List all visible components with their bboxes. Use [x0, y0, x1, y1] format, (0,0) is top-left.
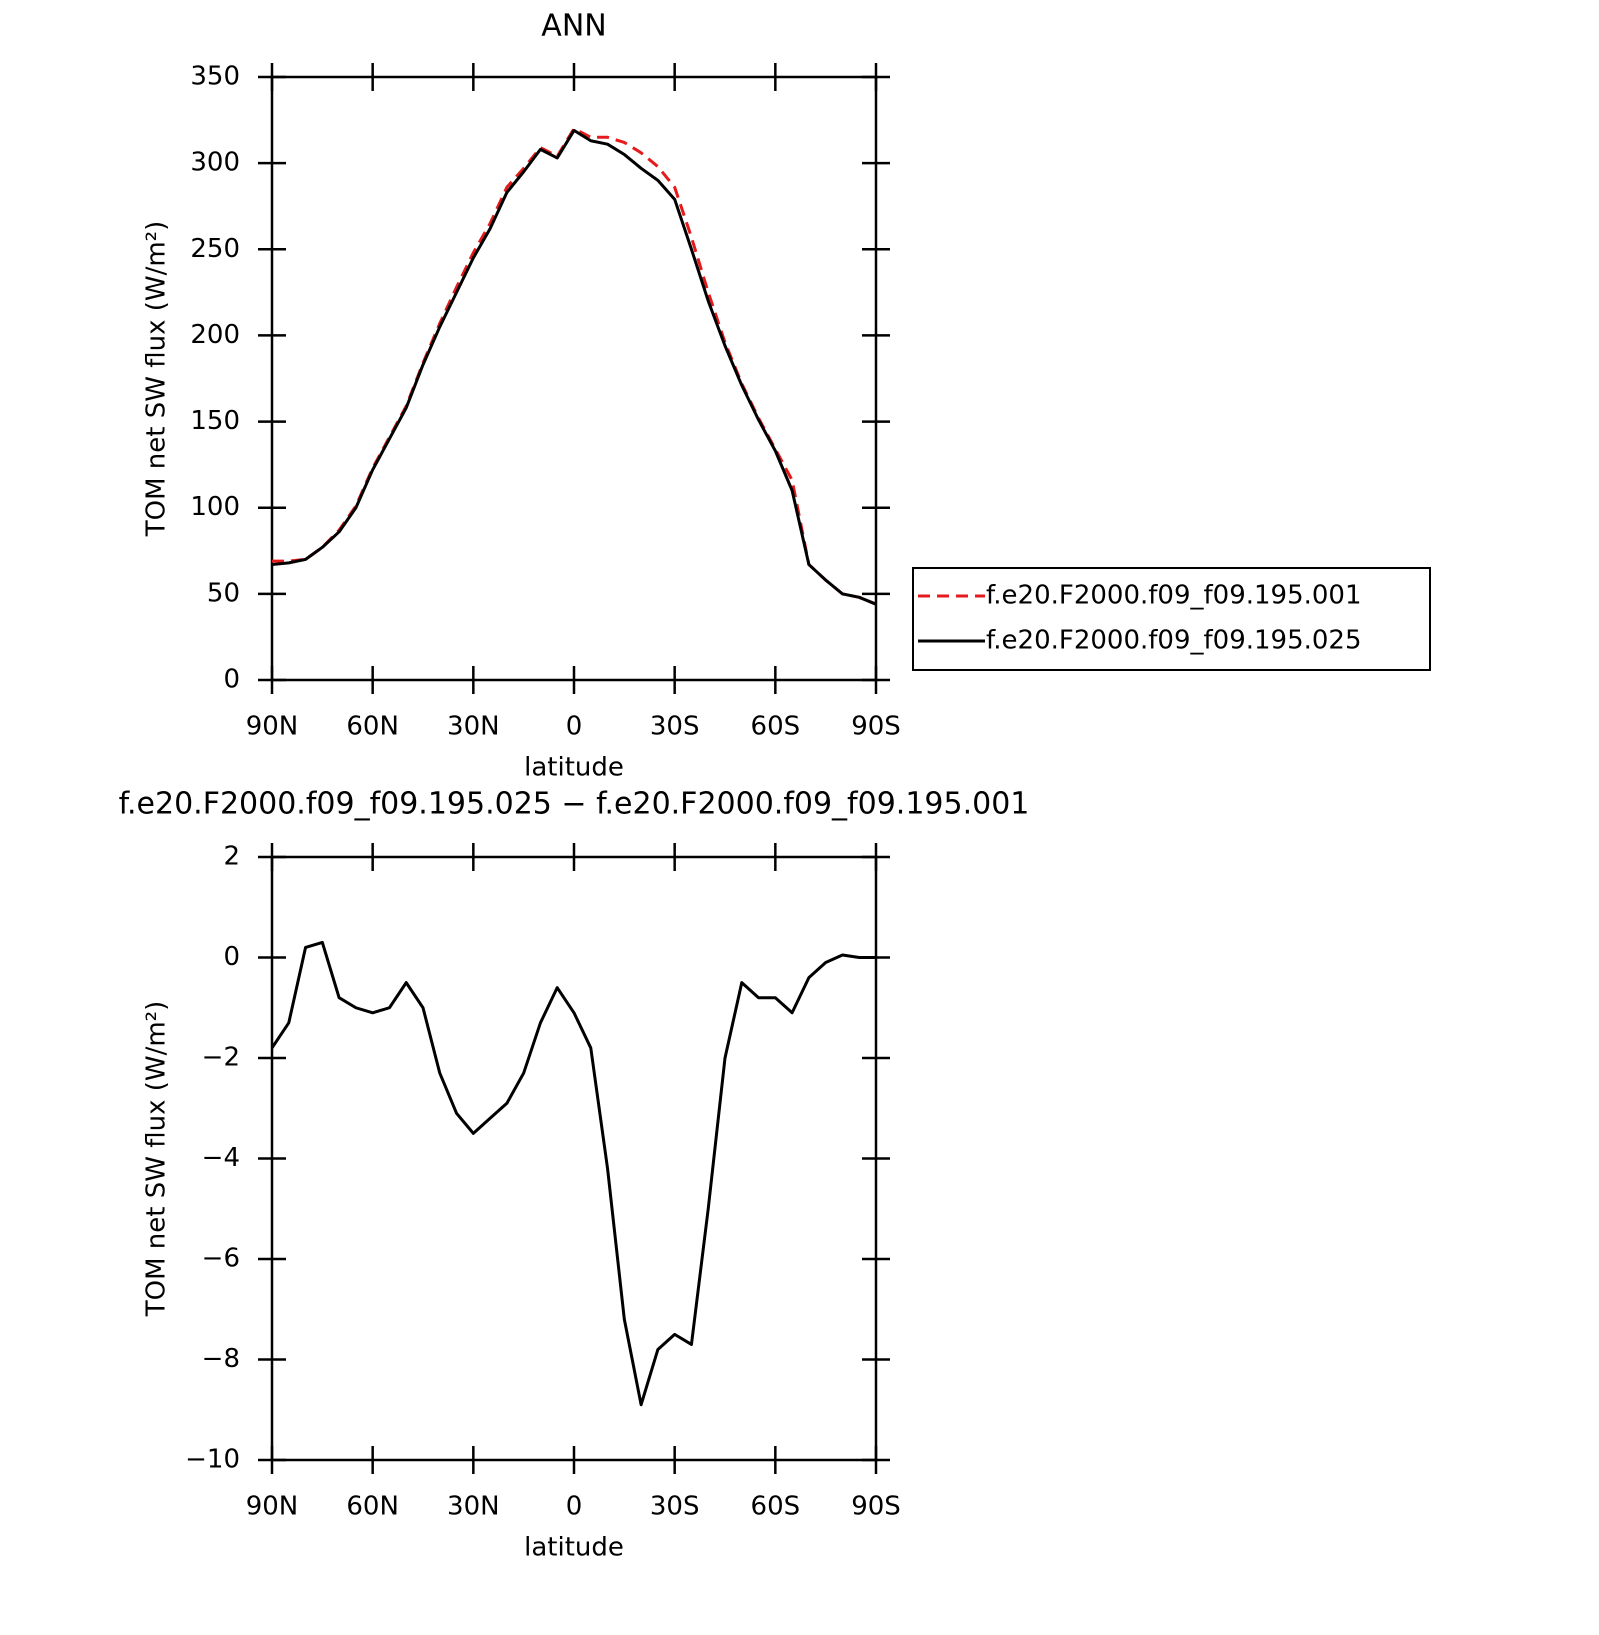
- data-line: [270, 940, 876, 1407]
- chart-title: ANN: [541, 9, 606, 44]
- x-axis-label: latitude: [524, 753, 624, 783]
- legend-label: f.e20.F2000.f09_f09.195.025: [986, 626, 1362, 656]
- x-tick-label: 60N: [346, 712, 399, 742]
- x-tick-label: 90N: [246, 712, 299, 742]
- y-axis-label: TOM net SW flux (W/m²): [142, 221, 172, 537]
- plot-frame: [270, 855, 878, 1462]
- y-tick-label: −8: [202, 1344, 240, 1374]
- x-tick-label: 60S: [751, 712, 801, 742]
- y-tick-label: 200: [190, 320, 240, 350]
- y-tick-label: 2: [223, 842, 240, 872]
- x-tick-label: 90S: [851, 712, 901, 742]
- x-tick-label: 90N: [246, 1492, 299, 1522]
- x-tick-label: 60S: [751, 1492, 801, 1522]
- y-tick-label: −10: [185, 1445, 240, 1475]
- y-tick-label: 0: [223, 665, 240, 695]
- data-line: [272, 127, 877, 606]
- x-tick-label: 30N: [447, 1492, 500, 1522]
- x-tick-label: 30S: [650, 1492, 700, 1522]
- y-tick-label: 350: [190, 62, 240, 92]
- x-tick-label: 60N: [346, 1492, 399, 1522]
- x-axis-label: latitude: [524, 1533, 624, 1563]
- y-tick-label: 300: [190, 148, 240, 178]
- y-tick-label: −6: [202, 1244, 240, 1274]
- x-tick-label: 30N: [447, 712, 500, 742]
- y-tick-label: 100: [190, 492, 240, 522]
- y-tick-label: −2: [202, 1043, 240, 1073]
- data-line: [271, 128, 877, 606]
- y-tick-label: 0: [223, 942, 240, 972]
- y-tick-label: 250: [190, 234, 240, 264]
- y-axis-label: TOM net SW flux (W/m²): [142, 1001, 172, 1317]
- y-tick-label: 150: [190, 406, 240, 436]
- chart-title: f.e20.F2000.f09_f09.195.025 − f.e20.F200…: [119, 787, 1030, 822]
- plot-frame: [270, 75, 878, 682]
- x-tick-label: 90S: [851, 1492, 901, 1522]
- x-tick-label: 0: [566, 1492, 583, 1522]
- x-tick-label: 0: [566, 712, 583, 742]
- y-tick-label: 50: [207, 578, 240, 608]
- y-tick-label: −4: [202, 1143, 240, 1173]
- x-tick-label: 30S: [650, 712, 700, 742]
- legend-label: f.e20.F2000.f09_f09.195.001: [986, 581, 1362, 611]
- legend-box: [912, 567, 1431, 671]
